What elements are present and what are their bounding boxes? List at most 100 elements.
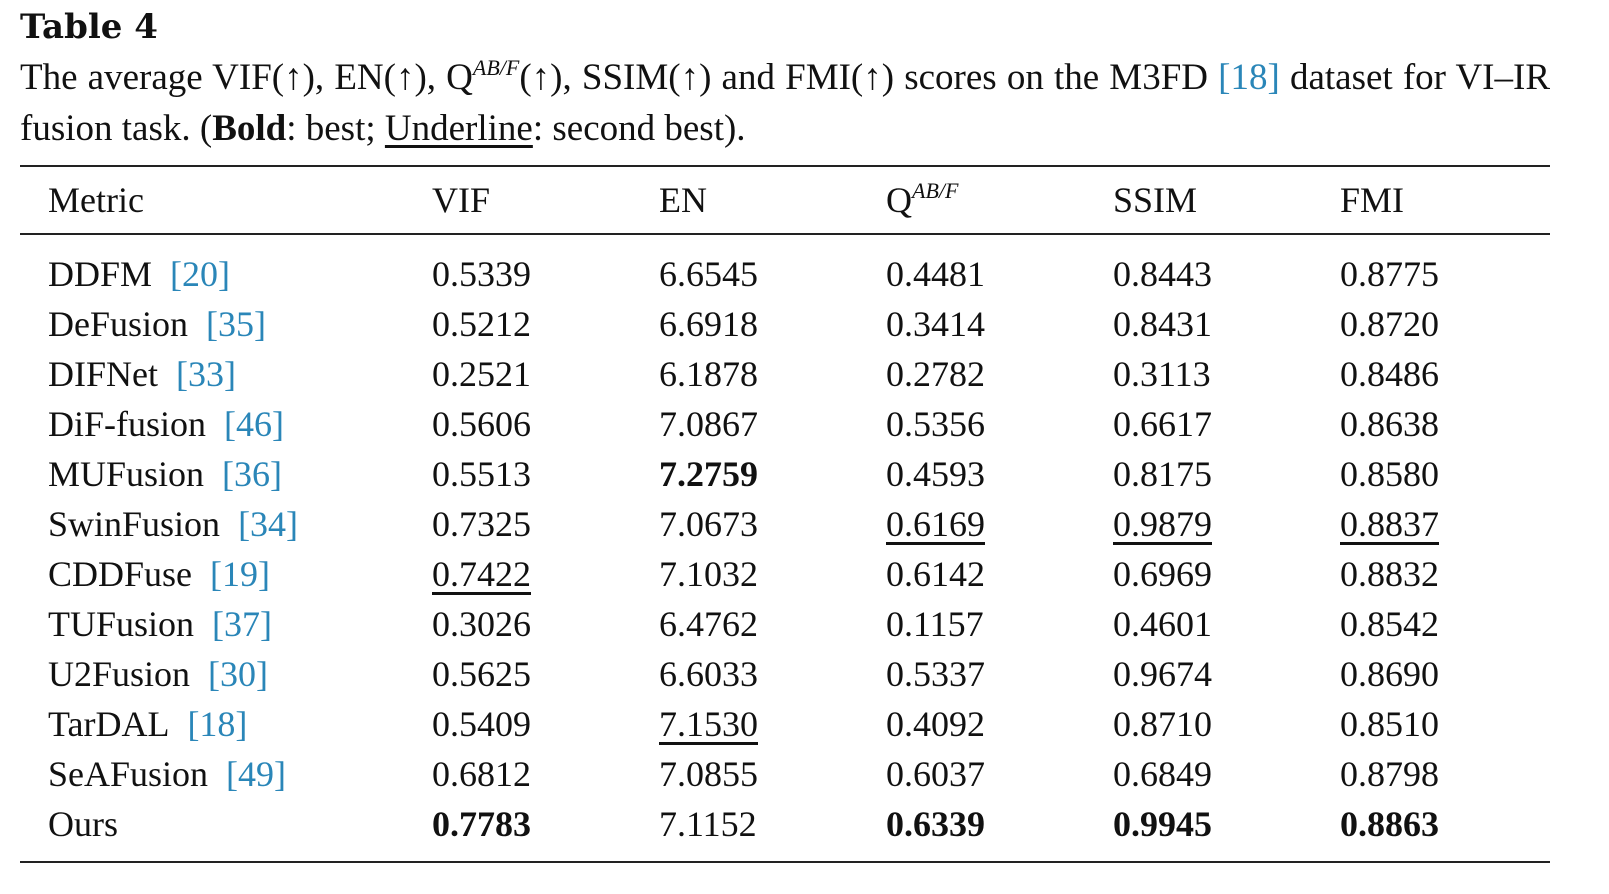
table-caption: The average VIF(↑), EN(↑), QAB/F(↑), SSI… [20,52,1550,154]
value-cell-qabf: 0.4593 [886,449,1113,499]
ssim-value: 0.6617 [1113,404,1212,444]
value-cell-ssim: 0.8175 [1113,449,1340,499]
method-citation-link[interactable]: [49] [226,754,287,794]
value-cell-qabf: 0.6037 [886,749,1113,799]
en-value: 6.1878 [659,354,758,394]
method-citation-link[interactable]: [37] [212,604,273,644]
value-cell-ssim: 0.9674 [1113,649,1340,699]
header-row: Metric VIF EN QAB/F SSIM FMI [20,166,1550,235]
value-cell-ssim: 0.8710 [1113,699,1340,749]
value-cell-vif: 0.7325 [432,499,659,549]
value-cell-fmi: 0.8486 [1340,349,1550,399]
method-citation-link[interactable]: [35] [206,304,266,344]
value-cell-en: 6.6033 [659,649,886,699]
caption-citation-link[interactable]: [18] [1218,57,1280,98]
ssim-value: 0.6969 [1113,554,1212,594]
method-cell: SeAFusion [49] [20,749,432,799]
table-label: Table 4 [20,7,158,47]
value-cell-fmi: 0.8798 [1340,749,1550,799]
value-cell-qabf: 0.6142 [886,549,1113,599]
qabf-value: 0.5356 [886,404,985,444]
value-cell-vif: 0.5606 [432,399,659,449]
qabf-value: 0.6142 [886,554,985,594]
value-cell-ssim: 0.8431 [1113,299,1340,349]
header-en: EN [659,166,886,235]
caption-text-4: : best; [286,108,385,149]
table-row: TarDAL [18] 0.5409 7.1530 0.4092 0.8710 0.851… [20,699,1550,749]
method-citation-link[interactable]: [34] [238,504,299,544]
value-cell-en: 7.0855 [659,749,886,799]
value-cell-fmi: 0.8638 [1340,399,1550,449]
value-cell-ssim: 0.8443 [1113,234,1340,299]
vif-value: 0.5409 [432,704,531,744]
value-cell-qabf: 0.3414 [886,299,1113,349]
qabf-value: 0.6169 [886,504,985,544]
caption-superscript: AB/F [472,55,520,80]
header-qabf-superscript: AB/F [912,178,959,203]
method-name: Ours [48,804,118,844]
qabf-value: 0.2782 [886,354,985,394]
ssim-value: 0.8443 [1113,254,1212,294]
value-cell-ssim: 0.6849 [1113,749,1340,799]
method-citation-link[interactable]: [19] [210,554,271,594]
method-cell: MUFusion [36] [20,449,432,499]
method-name: TarDAL [48,704,170,744]
table-row: DeFusion [35] 0.5212 6.6918 0.3414 0.8431 0.8… [20,299,1550,349]
value-cell-vif: 0.5409 [432,699,659,749]
value-cell-vif: 0.6812 [432,749,659,799]
caption-text-3: dataset for VI–IR fusion task. ( [20,57,1550,149]
en-value: 7.1152 [659,804,757,844]
fmi-value: 0.8720 [1340,304,1439,344]
value-cell-qabf: 0.4481 [886,234,1113,299]
ssim-value: 0.9674 [1113,654,1212,694]
caption-underline-word: Underline [384,108,533,149]
fmi-value: 0.8837 [1340,504,1439,544]
header-fmi: FMI [1340,166,1550,235]
ssim-value: 0.8431 [1113,304,1212,344]
method-citation-link[interactable]: [46] [224,404,284,444]
method-name: TUFusion [48,604,195,644]
method-citation-link[interactable]: [33] [176,354,236,394]
value-cell-ssim: 0.3113 [1113,349,1340,399]
ssim-value: 0.6849 [1113,754,1212,794]
vif-value: 0.7422 [432,554,531,594]
caption-text-5: : second best). [532,108,746,149]
vif-value: 0.7783 [432,804,531,844]
method-citation-link[interactable]: [36] [222,454,283,494]
table-row: Ours 0.7783 7.1152 0.6339 0.9945 0.8863 [20,799,1550,862]
method-name: DIFNet [48,354,158,394]
qabf-value: 0.4092 [886,704,985,744]
vif-value: 0.5339 [432,254,531,294]
header-vif: VIF [432,166,659,235]
vif-value: 0.5212 [432,304,531,344]
value-cell-en: 6.6545 [659,234,886,299]
qabf-value: 0.6037 [886,754,985,794]
table-row: CDDFuse [19] 0.7422 7.1032 0.6142 0.6969 0.88… [20,549,1550,599]
method-citation-link[interactable]: [30] [208,654,269,694]
method-name: MUFusion [48,454,205,494]
value-cell-en: 7.0673 [659,499,886,549]
method-name: DiF-fusion [48,404,207,444]
table-row: DIFNet [33] 0.2521 6.1878 0.2782 0.3113 0.848… [20,349,1550,399]
method-citation-link[interactable]: [20] [170,254,231,294]
qabf-value: 0.4593 [886,454,985,494]
value-cell-fmi: 0.8775 [1340,234,1550,299]
value-cell-en: 7.0867 [659,399,886,449]
caption-text-1: The average VIF(↑), EN(↑), Q [20,57,473,98]
table-block: Table 4 The average VIF(↑), EN(↑), QAB/F… [20,6,1550,863]
fmi-value: 0.8510 [1340,704,1439,744]
value-cell-fmi: 0.8832 [1340,549,1550,599]
method-citation-link[interactable]: [18] [187,704,248,744]
value-cell-vif: 0.7783 [432,799,659,862]
header-qabf: QAB/F [886,166,1113,235]
vif-value: 0.6812 [432,754,531,794]
value-cell-en: 6.1878 [659,349,886,399]
ssim-value: 0.9945 [1113,804,1212,844]
table-row: SwinFusion [34] 0.7325 7.0673 0.6169 0.9879 0… [20,499,1550,549]
fmi-value: 0.8863 [1340,804,1439,844]
en-value: 6.6033 [659,654,758,694]
header-metric: Metric [20,166,432,235]
value-cell-en: 6.6918 [659,299,886,349]
table-row: U2Fusion [30] 0.5625 6.6033 0.5337 0.9674 0.8… [20,649,1550,699]
value-cell-vif: 0.3026 [432,599,659,649]
